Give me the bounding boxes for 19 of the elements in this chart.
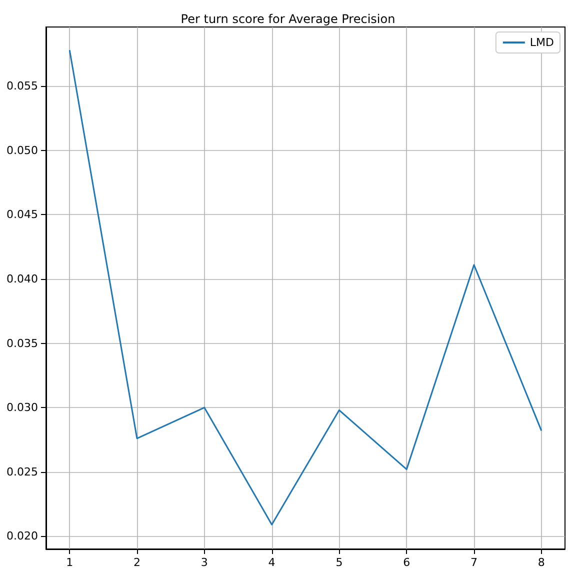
y-tick-label: 0.030 [6,401,38,414]
y-tick-label: 0.040 [6,272,38,286]
legend-label: LMD [530,36,554,49]
y-tick-label: 0.020 [6,530,38,543]
x-tick-label: 7 [470,556,478,569]
x-tick-label: 1 [66,556,74,569]
x-tick-label: 5 [336,556,343,569]
y-tick-label: 0.055 [6,80,38,93]
x-tick-label: 6 [403,556,410,569]
chart-title: Per turn score for Average Precision [180,12,396,26]
y-tick-label: 0.025 [6,465,38,478]
x-tick-label: 4 [268,556,276,569]
x-tick-label: 8 [538,556,545,569]
x-tick-label: 2 [133,556,140,569]
line-series [68,49,542,526]
y-tick-label: 0.050 [6,144,38,157]
y-tick-label: 0.035 [6,336,38,350]
y-tick-label: 0.045 [6,208,38,222]
x-tick-label: 3 [200,556,208,569]
